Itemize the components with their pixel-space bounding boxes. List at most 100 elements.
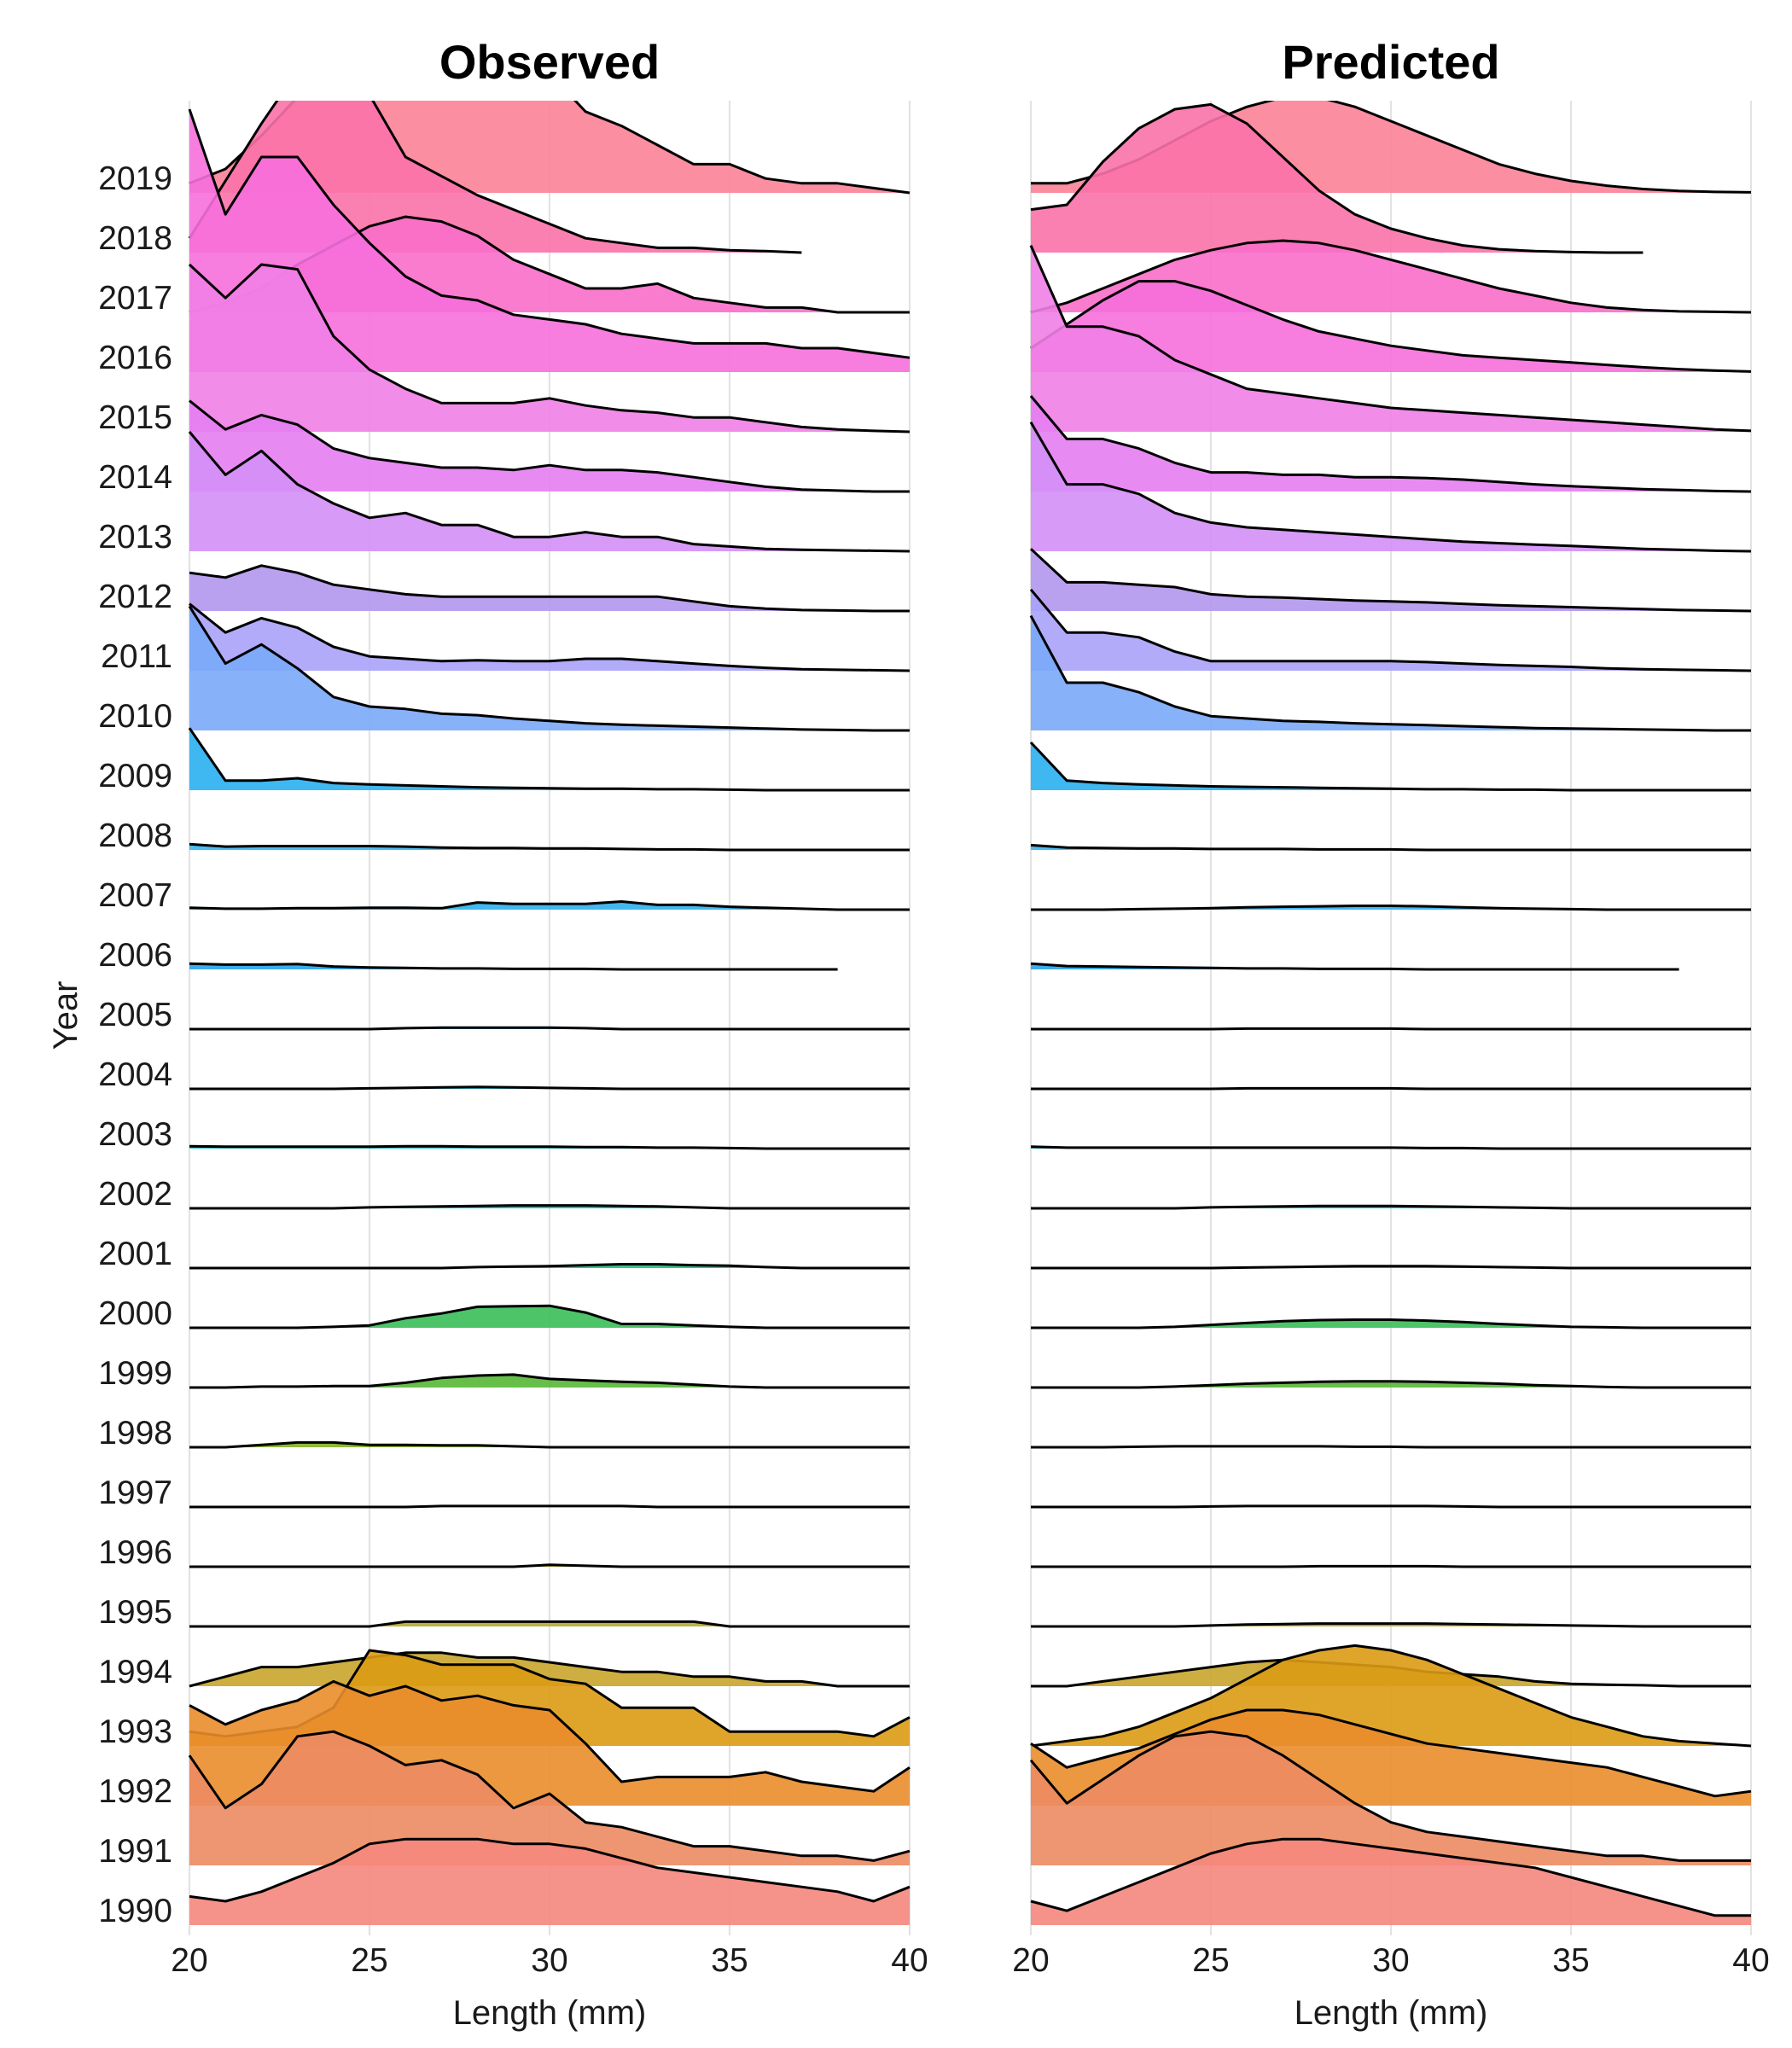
ridge-observed-1997 [189,1504,910,1509]
ridge-observed-1998 [189,1440,910,1449]
ridge-line-2012 [189,564,910,613]
ridge-line-2009 [188,727,910,792]
x-tick-20: 20 [1012,1942,1049,1979]
ridge-area-2008 [189,844,910,850]
ridge-line-2012 [1029,548,1752,613]
ridge-predicted-1997 [1031,1504,1751,1509]
year-label-2002: 2002 [98,1176,172,1213]
ridge-line-2005 [1031,1027,1751,1031]
ridge-predicted-2002 [1031,1204,1751,1210]
year-label-1996: 1996 [98,1534,172,1571]
year-label-1992: 1992 [98,1773,172,1810]
ridge-line-1991 [1029,1730,1751,1862]
year-label-2011: 2011 [101,638,172,675]
ridge-observed-2005 [189,1026,910,1031]
ridge-line-2017 [1030,239,1752,314]
year-label-1990: 1990 [98,1893,172,1929]
ridge-line-2013 [188,431,911,553]
y-axis-title: Year [47,981,84,1050]
year-label-2012: 2012 [98,579,172,615]
ridge-line-2005 [189,1026,910,1031]
x-tick-35: 35 [711,1942,748,1979]
ridge-area-2011 [1031,589,1751,671]
year-label-2005: 2005 [98,997,172,1033]
ridge-area-2018 [1031,104,1644,253]
ridge-predicted-1998 [1031,1445,1751,1449]
ridge-line-2015 [188,263,911,433]
x-tick-20: 20 [171,1942,207,1979]
ridge-line-2001 [189,1263,910,1270]
ridge-line-2000 [1031,1318,1751,1329]
ridge-line-2008 [1030,843,1751,852]
ridge-predicted-1991 [1029,1730,1751,1865]
ridge-observed-1995 [189,1620,910,1628]
ridge-line-2003 [189,1144,910,1150]
x-tick-35: 35 [1552,1942,1589,1979]
ridge-observed-2006 [189,962,838,971]
ridge-line-2014 [189,399,910,493]
ridge-line-2019 [189,101,911,195]
ridge-predicted-2003 [1030,1145,1751,1150]
ridge-observed-2001 [189,1263,910,1270]
year-label-1993: 1993 [98,1713,172,1750]
ridge-predicted-2009 [1029,741,1751,792]
ridge-line-1998 [189,1440,910,1449]
ridge-line-1992 [1030,1708,1752,1798]
ridge-predicted-2007 [1031,905,1751,911]
x-axis-title: Length (mm) [1295,1994,1488,2032]
year-label-1997: 1997 [98,1475,172,1511]
ridge-area-2010 [189,606,910,730]
ridge-observed-1996 [189,1563,910,1568]
year-label-1998: 1998 [98,1415,172,1452]
ridge-predicted-1990 [1030,1837,1751,1925]
ridge-line-1990 [1030,1837,1751,1917]
ridge-predicted-2008 [1030,843,1751,852]
ridge-area-1991 [189,1731,910,1865]
ridge-area-2016 [1031,281,1751,372]
ridge-observed-2000 [189,1304,910,1329]
ridge-area-2001 [189,1264,910,1268]
ridge-observed-2007 [189,900,910,911]
ridge-area-2013 [189,432,910,551]
year-label-2004: 2004 [98,1056,172,1093]
ridge-line-2006 [189,962,838,971]
ridge-area-2015 [189,265,910,432]
ridge-area-2012 [189,565,910,611]
ridge-line-1997 [189,1504,910,1509]
year-label-2017: 2017 [98,280,172,317]
ridge-predicted-1996 [1031,1564,1751,1568]
ridge-line-1994 [189,1651,910,1688]
x-tick-25: 25 [351,1942,387,1979]
ridge-area-1995 [189,1621,910,1626]
ridge-predicted-2006 [1030,962,1679,971]
ridge-line-2018 [1030,102,1644,254]
ridge-line-1998 [1031,1445,1751,1449]
ridge-predicted-1993 [1030,1644,1752,1748]
ridge-line-1999 [189,1373,910,1389]
ridge-predicted-2010 [1029,614,1751,732]
ridge-area-2000 [189,1306,910,1328]
ridge-area-1991 [1031,1731,1751,1865]
ridge-line-1997 [1031,1504,1751,1509]
ridge-area-1993 [1031,1645,1751,1746]
ridge-observed-2014 [189,399,910,493]
ridge-area-2008 [1031,845,1751,850]
ridge-area-2010 [1031,615,1751,730]
ridge-observed-2008 [189,842,910,852]
year-label-2009: 2009 [98,758,172,794]
ridge-line-2010 [1029,614,1751,732]
ridge-line-1996 [1031,1564,1751,1568]
ridge-line-2001 [1031,1265,1751,1270]
year-label-1994: 1994 [98,1654,172,1690]
ridge-line-2013 [1029,422,1752,553]
year-label-2010: 2010 [98,698,172,735]
ridge-area-2015 [1031,245,1751,432]
year-label-2007: 2007 [98,877,172,914]
x-axis-title: Length (mm) [453,1994,647,2032]
ridge-observed-2009 [188,727,910,792]
year-label-2008: 2008 [98,817,172,854]
panel-predicted: Predicted 20 25 30 35 40 Length (mm) [1012,35,1769,2032]
year-label-2015: 2015 [98,399,172,436]
ridge-predicted-2016 [1030,280,1752,373]
